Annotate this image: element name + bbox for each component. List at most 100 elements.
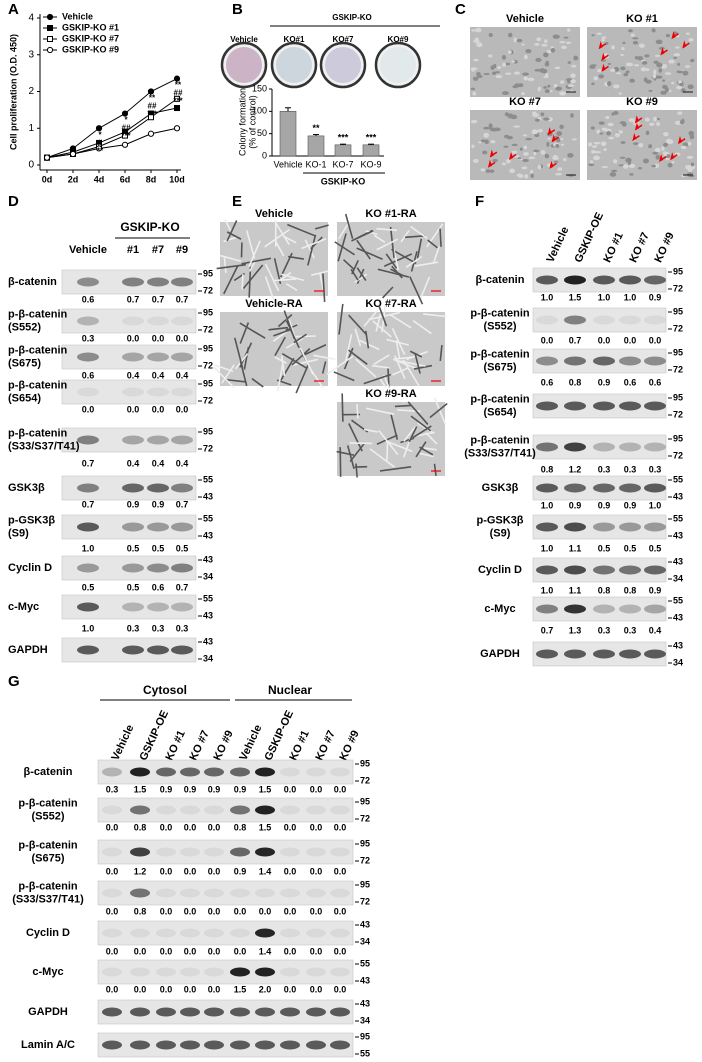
micrograph	[334, 213, 445, 305]
size-marker: 95	[203, 307, 213, 317]
lane-label: Vehicle	[69, 244, 107, 256]
size-marker: 43	[360, 998, 370, 1008]
band	[619, 356, 641, 366]
band	[280, 1040, 300, 1050]
cell	[618, 130, 623, 134]
band	[564, 565, 586, 575]
size-marker: 95	[203, 268, 213, 278]
cell	[540, 150, 546, 155]
band	[306, 928, 326, 938]
image-title: Vehicle	[255, 208, 293, 220]
band	[644, 522, 666, 532]
row-label: (S654)	[483, 406, 516, 418]
cell	[226, 220, 238, 242]
cell	[555, 143, 560, 148]
cell	[472, 158, 479, 164]
cell	[607, 81, 612, 87]
cell	[621, 47, 625, 51]
size-marker: 72	[673, 450, 683, 460]
image-bg	[470, 27, 580, 97]
significance: ***	[121, 132, 131, 141]
cell	[513, 71, 520, 75]
cell	[285, 283, 298, 291]
cell	[593, 141, 601, 145]
band	[255, 888, 275, 898]
cell	[365, 230, 378, 236]
cell	[241, 257, 272, 265]
quantification: 0.5	[152, 543, 165, 553]
y-tick-label: 0	[28, 160, 34, 171]
x-tick-label: KO-9	[360, 159, 381, 169]
row-label: (S675)	[483, 361, 516, 373]
cell	[503, 145, 509, 148]
cell	[416, 431, 435, 437]
quantification: 0.4	[176, 370, 189, 380]
cell	[588, 163, 595, 167]
cell	[686, 172, 694, 177]
size-marker: 55	[673, 474, 683, 484]
significance: #	[98, 138, 103, 147]
blot-strip	[61, 269, 197, 295]
arrow	[547, 127, 556, 136]
cell	[433, 246, 440, 263]
quantification: 0.3	[598, 625, 611, 635]
band	[204, 1007, 224, 1017]
cell	[301, 344, 327, 357]
cell	[504, 72, 512, 75]
point	[174, 105, 180, 112]
cell	[628, 163, 636, 169]
size-marker: 72	[203, 443, 213, 453]
size-marker: 95	[203, 378, 213, 388]
band	[122, 522, 144, 532]
cell	[507, 50, 512, 55]
lane-label: KO #1	[287, 729, 311, 763]
cell	[480, 139, 487, 143]
band	[230, 928, 250, 938]
cell	[224, 218, 233, 234]
cell	[651, 164, 656, 168]
quantification: 0.0	[184, 984, 197, 994]
cell	[377, 268, 410, 278]
row-label: β-catenin	[476, 274, 525, 286]
cell	[533, 149, 540, 153]
cell	[488, 33, 493, 37]
row-label: (S33/S37/T41)	[464, 447, 536, 459]
cell	[570, 73, 576, 78]
dish-label: Vehicle	[230, 35, 258, 44]
band	[122, 483, 144, 493]
cell	[485, 169, 491, 173]
quantification: 0.8	[624, 585, 637, 595]
cell	[547, 137, 552, 140]
cell	[333, 371, 355, 382]
image-bg	[220, 312, 328, 386]
cell	[668, 59, 675, 64]
cell	[685, 32, 690, 36]
band	[644, 604, 666, 614]
band	[122, 563, 144, 573]
cell	[563, 36, 569, 39]
cell	[666, 154, 671, 158]
cell	[337, 221, 351, 240]
quantification: 0.0	[184, 866, 197, 876]
cell	[356, 239, 371, 260]
cell	[379, 466, 412, 472]
cell	[651, 28, 656, 33]
cell	[394, 404, 412, 408]
band	[147, 277, 169, 287]
band	[619, 522, 641, 532]
band	[77, 435, 99, 445]
cell	[489, 169, 495, 173]
line	[46, 107, 178, 159]
cell	[387, 367, 390, 388]
cell	[533, 151, 537, 156]
cell	[383, 253, 413, 267]
cell	[688, 37, 694, 42]
band	[130, 805, 150, 815]
size-marker: 34	[673, 573, 683, 583]
row-label: p-β-catenin	[18, 880, 78, 892]
quantification: 0.9	[569, 500, 582, 510]
cell	[590, 64, 597, 67]
arrow	[659, 153, 667, 162]
row-label: p-β-catenin	[8, 379, 68, 391]
quantification: 0.9	[152, 499, 165, 509]
